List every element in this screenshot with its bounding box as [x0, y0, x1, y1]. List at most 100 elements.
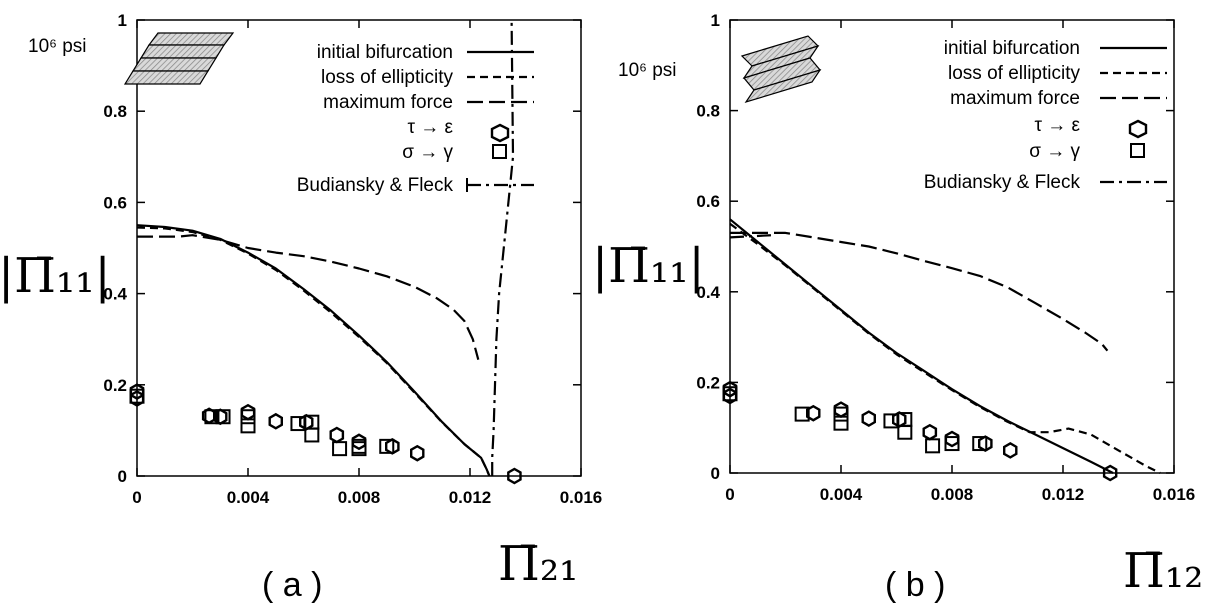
- data-point-square: [379, 438, 395, 454]
- x-tick-label: 0: [132, 488, 141, 507]
- legend-label-sigma-gamma: σ → γ: [402, 142, 453, 163]
- chart-panel-a: 0 0.2 0.4 0.6 0.8 1 0 0.004 0.008 0.012 0.016 10⁶…: [0, 11, 602, 603]
- x-tick-label: 0: [725, 485, 734, 504]
- data-point-hexagon: [1003, 442, 1018, 459]
- data-point-hexagon: [1102, 464, 1118, 482]
- series-line-maximum-force: [137, 234, 480, 360]
- legend-square-marker: [1130, 143, 1145, 158]
- legend-label-sigma-gamma: σ → γ: [1029, 141, 1080, 162]
- legend-label-tau-epsilon: τ → ε: [407, 117, 453, 138]
- x-axis-label: Π̄₁₂: [1123, 543, 1203, 599]
- inset-layered-block-icon: [123, 32, 235, 85]
- legend-label-maximum-force: maximum force: [950, 88, 1080, 109]
- series-line-budiansky-fleck: [729, 234, 772, 239]
- legend-label-tau-epsilon: τ → ε: [1034, 115, 1080, 136]
- data-point-square: [897, 424, 913, 440]
- x-tick-label: 0.008: [931, 485, 974, 504]
- legend-square-marker: [492, 144, 507, 159]
- y-axis-label: |Π̄₁₁|: [592, 238, 705, 294]
- legend-label-loss-of-ellipticity: loss of ellipticity: [948, 63, 1080, 84]
- legend-label-maximum-force: maximum force: [323, 92, 453, 113]
- unit-label: 10⁶ psi: [618, 60, 677, 81]
- data-point-square: [794, 406, 810, 422]
- x-tick-label: 0.004: [820, 485, 863, 504]
- data-point-hexagon: [922, 423, 938, 441]
- markers-group: [722, 380, 1118, 482]
- series-group: [136, 19, 515, 477]
- y-tick-labels: 0 0.2 0.4 0.6 0.8 1: [696, 11, 1174, 483]
- legend-label-initial-bifurcation: initial bifurcation: [944, 38, 1080, 59]
- y-tick-labels: 0 0.2 0.4 0.6 0.8 1: [103, 11, 581, 486]
- unit-label: 10⁶ psi: [28, 36, 87, 57]
- inset-zigzag-block-icon: [740, 35, 822, 104]
- legend-hexagon-marker: [1128, 119, 1148, 139]
- x-tick-label: 0.012: [449, 488, 492, 507]
- x-tick-label: 0.012: [1042, 485, 1085, 504]
- y-tick-label: 0.4: [696, 283, 720, 302]
- data-point-square: [722, 386, 738, 402]
- y-tick-label: 0: [711, 464, 720, 483]
- data-point-hexagon: [507, 467, 522, 485]
- data-point-square: [304, 427, 320, 443]
- series-line-initial-bifurcation: [136, 224, 491, 477]
- chart-panel-b: 0 0.2 0.4 0.6 0.8 1 0 0.004 0.008 0.012 0.016 10⁶…: [592, 11, 1203, 603]
- x-tick-label: 0.016: [1153, 485, 1196, 504]
- data-point-square: [204, 409, 220, 425]
- legend-label-loss-of-ellipticity: loss of ellipticity: [321, 67, 453, 88]
- data-point-hexagon: [806, 404, 821, 422]
- data-point-square: [351, 441, 367, 457]
- panel-caption: ( a ): [262, 566, 322, 603]
- x-tick-labels: 0 0.004 0.008 0.012 0.016: [132, 20, 602, 507]
- data-point-square: [240, 409, 256, 425]
- markers-group: [129, 383, 522, 485]
- data-point-hexagon: [722, 380, 738, 398]
- data-point-hexagon: [861, 410, 876, 427]
- y-tick-label: 0: [118, 467, 127, 486]
- series-line-maximum-force: [730, 231, 1109, 352]
- y-tick-label: 0.6: [696, 192, 720, 211]
- series-line-loss-of-ellipticity: [136, 226, 491, 477]
- data-point-square: [972, 436, 988, 452]
- data-point-hexagon: [944, 430, 960, 448]
- y-axis-label: |Π̄₁₁|: [0, 248, 111, 304]
- x-axis-label: Π̄₂₁: [498, 536, 578, 592]
- x-tick-label: 0.016: [560, 488, 603, 507]
- data-point-hexagon: [410, 444, 425, 462]
- y-tick-label: 0.6: [103, 193, 127, 212]
- data-point-square: [944, 436, 960, 452]
- y-tick-label: 0.8: [103, 102, 127, 121]
- series-line-loss-of-ellipticity: [729, 222, 1161, 474]
- data-point-square: [332, 441, 348, 457]
- legend: initial bifurcation loss of ellipticity …: [297, 42, 534, 196]
- legend-label-budiansky-fleck: Budiansky & Fleck: [297, 175, 454, 196]
- data-point-square: [925, 438, 941, 454]
- data-point-square: [215, 409, 231, 425]
- data-point-hexagon: [329, 426, 345, 444]
- legend-label-budiansky-fleck: Budiansky & Fleck: [924, 172, 1081, 193]
- data-point-square: [833, 415, 849, 431]
- y-tick-label: 0.2: [103, 376, 127, 395]
- x-tick-labels: 0 0.004 0.008 0.012 0.016: [725, 20, 1195, 504]
- data-point-hexagon: [351, 433, 367, 451]
- data-point-square: [240, 418, 256, 434]
- data-point-hexagon: [129, 383, 145, 400]
- y-tick-label: 1: [118, 11, 127, 30]
- series-line-budiansky-fleck: [491, 19, 515, 476]
- series-group: [729, 218, 1161, 474]
- legend-hexagon-marker: [490, 123, 510, 143]
- legend-label-initial-bifurcation: initial bifurcation: [317, 42, 453, 63]
- data-point-hexagon: [833, 401, 849, 418]
- x-tick-label: 0.008: [338, 488, 381, 507]
- data-point-hexagon: [240, 403, 256, 421]
- panel-caption: ( b ): [885, 566, 945, 603]
- data-point-square: [833, 406, 849, 422]
- legend: initial bifurcation loss of ellipticity …: [924, 38, 1167, 193]
- plot-frame: [136, 19, 582, 477]
- y-tick-label: 0.2: [696, 373, 720, 392]
- x-tick-label: 0.004: [227, 488, 270, 507]
- data-point-square: [129, 388, 145, 404]
- y-tick-label: 0.4: [103, 285, 127, 304]
- series-line-initial-bifurcation: [729, 218, 1114, 474]
- y-tick-label: 0.8: [696, 102, 720, 121]
